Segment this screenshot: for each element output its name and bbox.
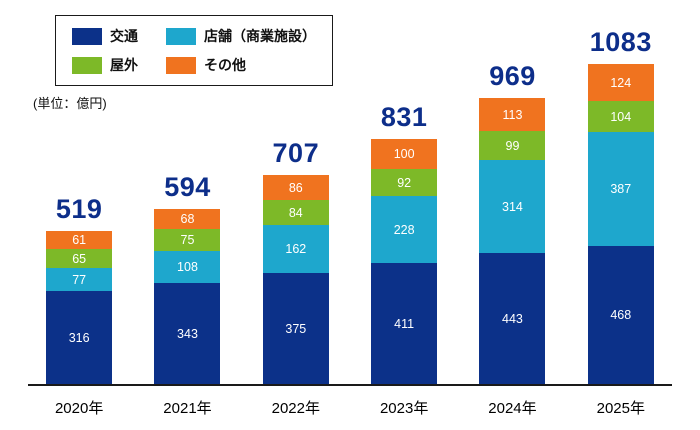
x-axis-label: 2025年	[596, 400, 645, 417]
bar-segment-other: 61	[46, 231, 113, 249]
total-label: 594	[164, 172, 211, 202]
bar-segment-store: 228	[371, 196, 438, 263]
bar-segment-store: 387	[587, 132, 654, 246]
bar-segment-other: 68	[154, 209, 221, 229]
bar-segment-other: 100	[371, 139, 438, 169]
bar-stack: 100 92 228 411	[371, 139, 438, 384]
total-label: 969	[489, 61, 536, 91]
legend-swatch-other	[166, 56, 196, 74]
total-label: 519	[55, 194, 103, 224]
legend-label-traffic: 交通	[110, 28, 138, 44]
bar-column-2020年: 519 61 65 77 316	[25, 194, 133, 384]
x-axis-labels: 2020年 2021年 2022年 2023年 2024年 2025年	[25, 397, 675, 418]
legend-swatch-store	[166, 27, 196, 45]
legend-label-other: その他	[204, 57, 246, 73]
bar-segment-outdoor: 75	[154, 229, 221, 251]
bar-segment-store: 314	[479, 160, 546, 253]
total-label: 1083	[589, 27, 652, 57]
legend-swatch-traffic	[72, 27, 102, 45]
bar-column-2025年: 1083 124 104 387 468	[567, 27, 675, 384]
bar-stack: 86 84 162 375	[262, 175, 329, 384]
bar-column-2021年: 594 68 75 108 343	[133, 172, 241, 384]
bar-segment-other: 124	[587, 64, 654, 101]
x-axis-label: 2022年	[271, 400, 320, 417]
bar-segment-traffic: 316	[46, 291, 113, 384]
bar-segment-other: 113	[479, 98, 546, 131]
unit-label: (単位：億円)	[33, 96, 107, 111]
legend-item-store: 店舗（商業施設）	[166, 26, 316, 46]
plot-area: 519 61 65 77 316 594 68 75 108 343 707 86 84 162 375 83…	[25, 0, 675, 384]
bar-segment-outdoor: 92	[371, 169, 438, 196]
bar-segment-traffic: 468	[587, 246, 654, 384]
legend-label-store: 店舗（商業施設）	[204, 28, 316, 44]
bar-stack: 68 75 108 343	[154, 209, 221, 384]
bar-segment-store: 162	[262, 225, 329, 273]
bar-segment-traffic: 343	[154, 283, 221, 384]
legend-item-traffic: 交通	[72, 26, 138, 46]
bar-segment-store: 77	[46, 268, 113, 291]
total-label: 707	[272, 138, 320, 168]
bar-segment-other: 86	[262, 175, 329, 200]
x-axis-label: 2020年	[54, 400, 104, 417]
x-axis-line	[28, 384, 672, 386]
bar-stack: 61 65 77 316	[46, 231, 113, 384]
bar-segment-outdoor: 65	[46, 249, 113, 268]
legend-item-other: その他	[166, 55, 316, 75]
bar-stack: 124 104 387 468	[587, 64, 654, 384]
total-label: 831	[380, 102, 428, 132]
chart-legend: 交通 店舗（商業施設） 屋外 その他	[55, 15, 333, 86]
bar-column-2023年: 831 100 92 228 411	[350, 102, 458, 384]
legend-swatch-outdoor	[72, 56, 102, 74]
bar-column-2024年: 969 113 99 314 443	[458, 61, 566, 384]
bar-segment-outdoor: 99	[479, 131, 546, 160]
x-axis-label: 2021年	[163, 400, 212, 417]
legend-label-outdoor: 屋外	[110, 57, 138, 73]
legend-item-outdoor: 屋外	[72, 55, 138, 75]
bar-segment-traffic: 443	[479, 253, 546, 384]
bar-stack: 113 99 314 443	[479, 98, 546, 384]
bar-segment-outdoor: 84	[262, 200, 329, 225]
bar-segment-store: 108	[154, 251, 221, 283]
bar-segment-outdoor: 104	[587, 101, 654, 132]
x-axis-label: 2024年	[488, 400, 537, 417]
bar-segment-traffic: 411	[371, 263, 438, 384]
bar-segment-traffic: 375	[262, 273, 329, 384]
bar-column-2022年: 707 86 84 162 375	[242, 138, 350, 384]
x-axis-label: 2023年	[379, 400, 429, 417]
